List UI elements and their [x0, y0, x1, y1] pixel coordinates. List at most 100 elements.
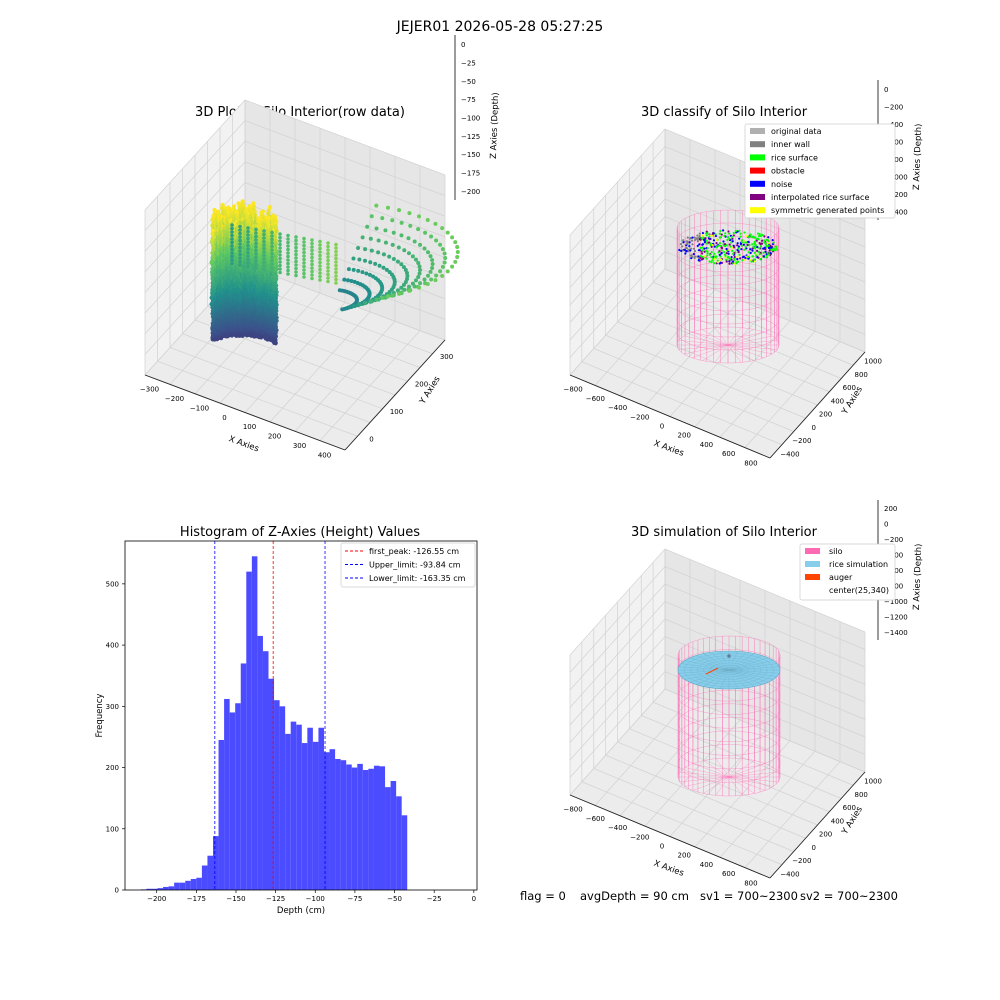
- raw-point: [270, 255, 274, 259]
- x-tick-label: 600: [722, 450, 735, 458]
- classified-point: [678, 249, 680, 251]
- classified-point: [725, 248, 727, 250]
- raw-point: [270, 234, 274, 238]
- classified-point: [717, 251, 719, 253]
- classified-point: [722, 229, 724, 231]
- raw-point: [270, 269, 274, 273]
- classified-point: [696, 234, 698, 236]
- raw-point: [363, 247, 367, 251]
- raw-point: [326, 262, 330, 266]
- raw-point: [230, 223, 234, 227]
- raw-point: [230, 230, 234, 234]
- classified-point: [713, 232, 715, 234]
- classified-point: [740, 243, 742, 245]
- classified-point: [684, 252, 686, 254]
- classified-point: [711, 244, 713, 246]
- raw-point: [334, 274, 338, 278]
- classified-point: [703, 239, 705, 241]
- raw-point: [429, 277, 433, 281]
- raw-data-3d-panel: −300−200−100010020030040001002003000−25−…: [140, 35, 501, 459]
- x-tick-label: −800: [563, 806, 582, 814]
- z-tick-label: −200: [884, 536, 903, 544]
- x-tick-label: 0: [660, 423, 664, 431]
- classified-point: [733, 246, 735, 248]
- raw-point: [302, 261, 306, 265]
- histogram-bar: [169, 886, 175, 890]
- raw-point: [270, 248, 274, 252]
- classified-point: [710, 256, 712, 258]
- classified-point: [688, 245, 690, 247]
- classified-point: [747, 241, 749, 243]
- x-tick-label: 400: [700, 441, 713, 449]
- raw-point: [246, 244, 250, 248]
- classified-point: [719, 233, 721, 235]
- histogram-bar: [391, 781, 397, 890]
- classified-point: [743, 244, 745, 246]
- x-tick-label: −600: [586, 815, 605, 823]
- x-tick-label: 800: [744, 879, 757, 887]
- raw-point: [254, 242, 258, 246]
- histogram-bar: [396, 796, 402, 890]
- x-tick-label: 0: [472, 895, 476, 903]
- raw-point: [310, 277, 314, 281]
- histogram-bar: [274, 700, 280, 890]
- raw-point: [365, 225, 369, 229]
- raw-point: [413, 239, 417, 243]
- raw-point: [246, 258, 250, 262]
- raw-point: [426, 250, 430, 254]
- raw-point: [361, 235, 365, 239]
- raw-point: [364, 271, 368, 275]
- classified-point: [774, 249, 776, 251]
- raw-point: [318, 271, 322, 275]
- legend-label: inner wall: [771, 140, 810, 149]
- raw-point: [352, 304, 356, 308]
- raw-point: [446, 231, 450, 235]
- classified-point: [758, 247, 760, 249]
- raw-point: [246, 233, 250, 237]
- classified-point: [732, 240, 734, 242]
- classified-point: [682, 239, 684, 241]
- raw-point: [238, 256, 242, 260]
- raw-point: [351, 257, 355, 261]
- raw-point: [310, 238, 314, 242]
- classified-point: [690, 255, 692, 257]
- classified-point: [738, 254, 740, 256]
- classified-point: [767, 240, 769, 242]
- classified-point: [739, 257, 741, 259]
- classified-point: [753, 258, 755, 260]
- raw-point: [378, 264, 382, 268]
- y-tick-label: 300: [440, 353, 453, 361]
- legend-label: center(25,340): [829, 586, 889, 595]
- classified-point: [699, 239, 701, 241]
- figure-title: JEJER01 2026-05-28 05:27:25: [396, 19, 604, 35]
- raw-point: [418, 271, 422, 275]
- z-axis-label: Z Axies (Depth): [912, 123, 924, 190]
- raw-point: [294, 267, 298, 271]
- raw-point: [230, 251, 234, 255]
- raw-point: [390, 294, 394, 298]
- classified-point: [720, 259, 722, 261]
- classified-point: [748, 251, 750, 253]
- raw-point: [318, 243, 322, 247]
- raw-point: [334, 257, 338, 261]
- classified-point: [738, 238, 740, 240]
- raw-point: [230, 244, 234, 248]
- classified-point: [719, 242, 721, 244]
- y-tick-label: 200: [819, 831, 832, 839]
- z-axis-label: Z Axies (Depth): [489, 92, 501, 159]
- raw-point: [430, 258, 434, 262]
- legend-label: auger: [829, 573, 853, 582]
- histogram-bar: [219, 740, 225, 890]
- raw-point: [278, 239, 282, 243]
- raw-point: [254, 231, 258, 235]
- raw-point: [397, 208, 401, 212]
- raw-point: [369, 299, 373, 303]
- classified-point: [689, 241, 691, 243]
- y-tick-label: 100: [106, 825, 119, 833]
- legend-swatch: [750, 194, 765, 200]
- raw-point: [418, 281, 422, 285]
- raw-point: [390, 218, 394, 222]
- z-tick-label: −200: [884, 103, 903, 111]
- raw-point: [286, 255, 290, 259]
- raw-point: [326, 255, 330, 259]
